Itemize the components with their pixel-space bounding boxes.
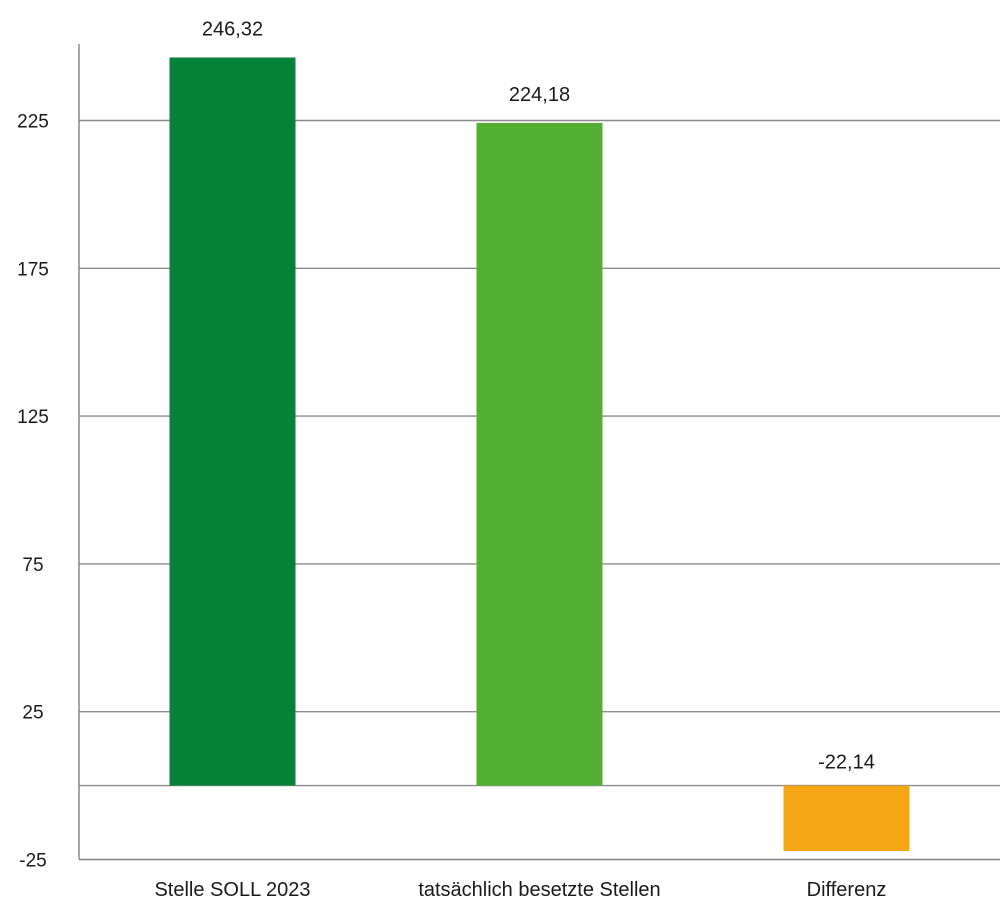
category-label: Stelle SOLL 2023	[154, 879, 310, 901]
label-layer: -25 25 75 125 175 225 246,32 Stelle SOLL 2023 22…	[17, 18, 886, 901]
data-label: -22,14	[818, 752, 875, 774]
bar-layer	[169, 57, 910, 852]
bar-2	[476, 122, 603, 786]
y-tick-label: 25	[22, 703, 43, 724]
data-label: 224,18	[509, 84, 570, 106]
y-tick-label: 75	[22, 555, 43, 576]
category-label: Differenz	[807, 879, 887, 901]
y-tick-label: 175	[17, 259, 49, 280]
y-tick-label: -25	[19, 851, 46, 872]
category-label: tatsächlich besetzte Stellen	[418, 879, 660, 901]
bar-1	[169, 57, 296, 786]
y-tick-label: 125	[17, 407, 49, 428]
bar-3	[783, 785, 910, 852]
y-tick-label: 225	[17, 112, 49, 133]
axis-layer	[78, 44, 1000, 861]
data-label: 246,32	[202, 18, 263, 40]
